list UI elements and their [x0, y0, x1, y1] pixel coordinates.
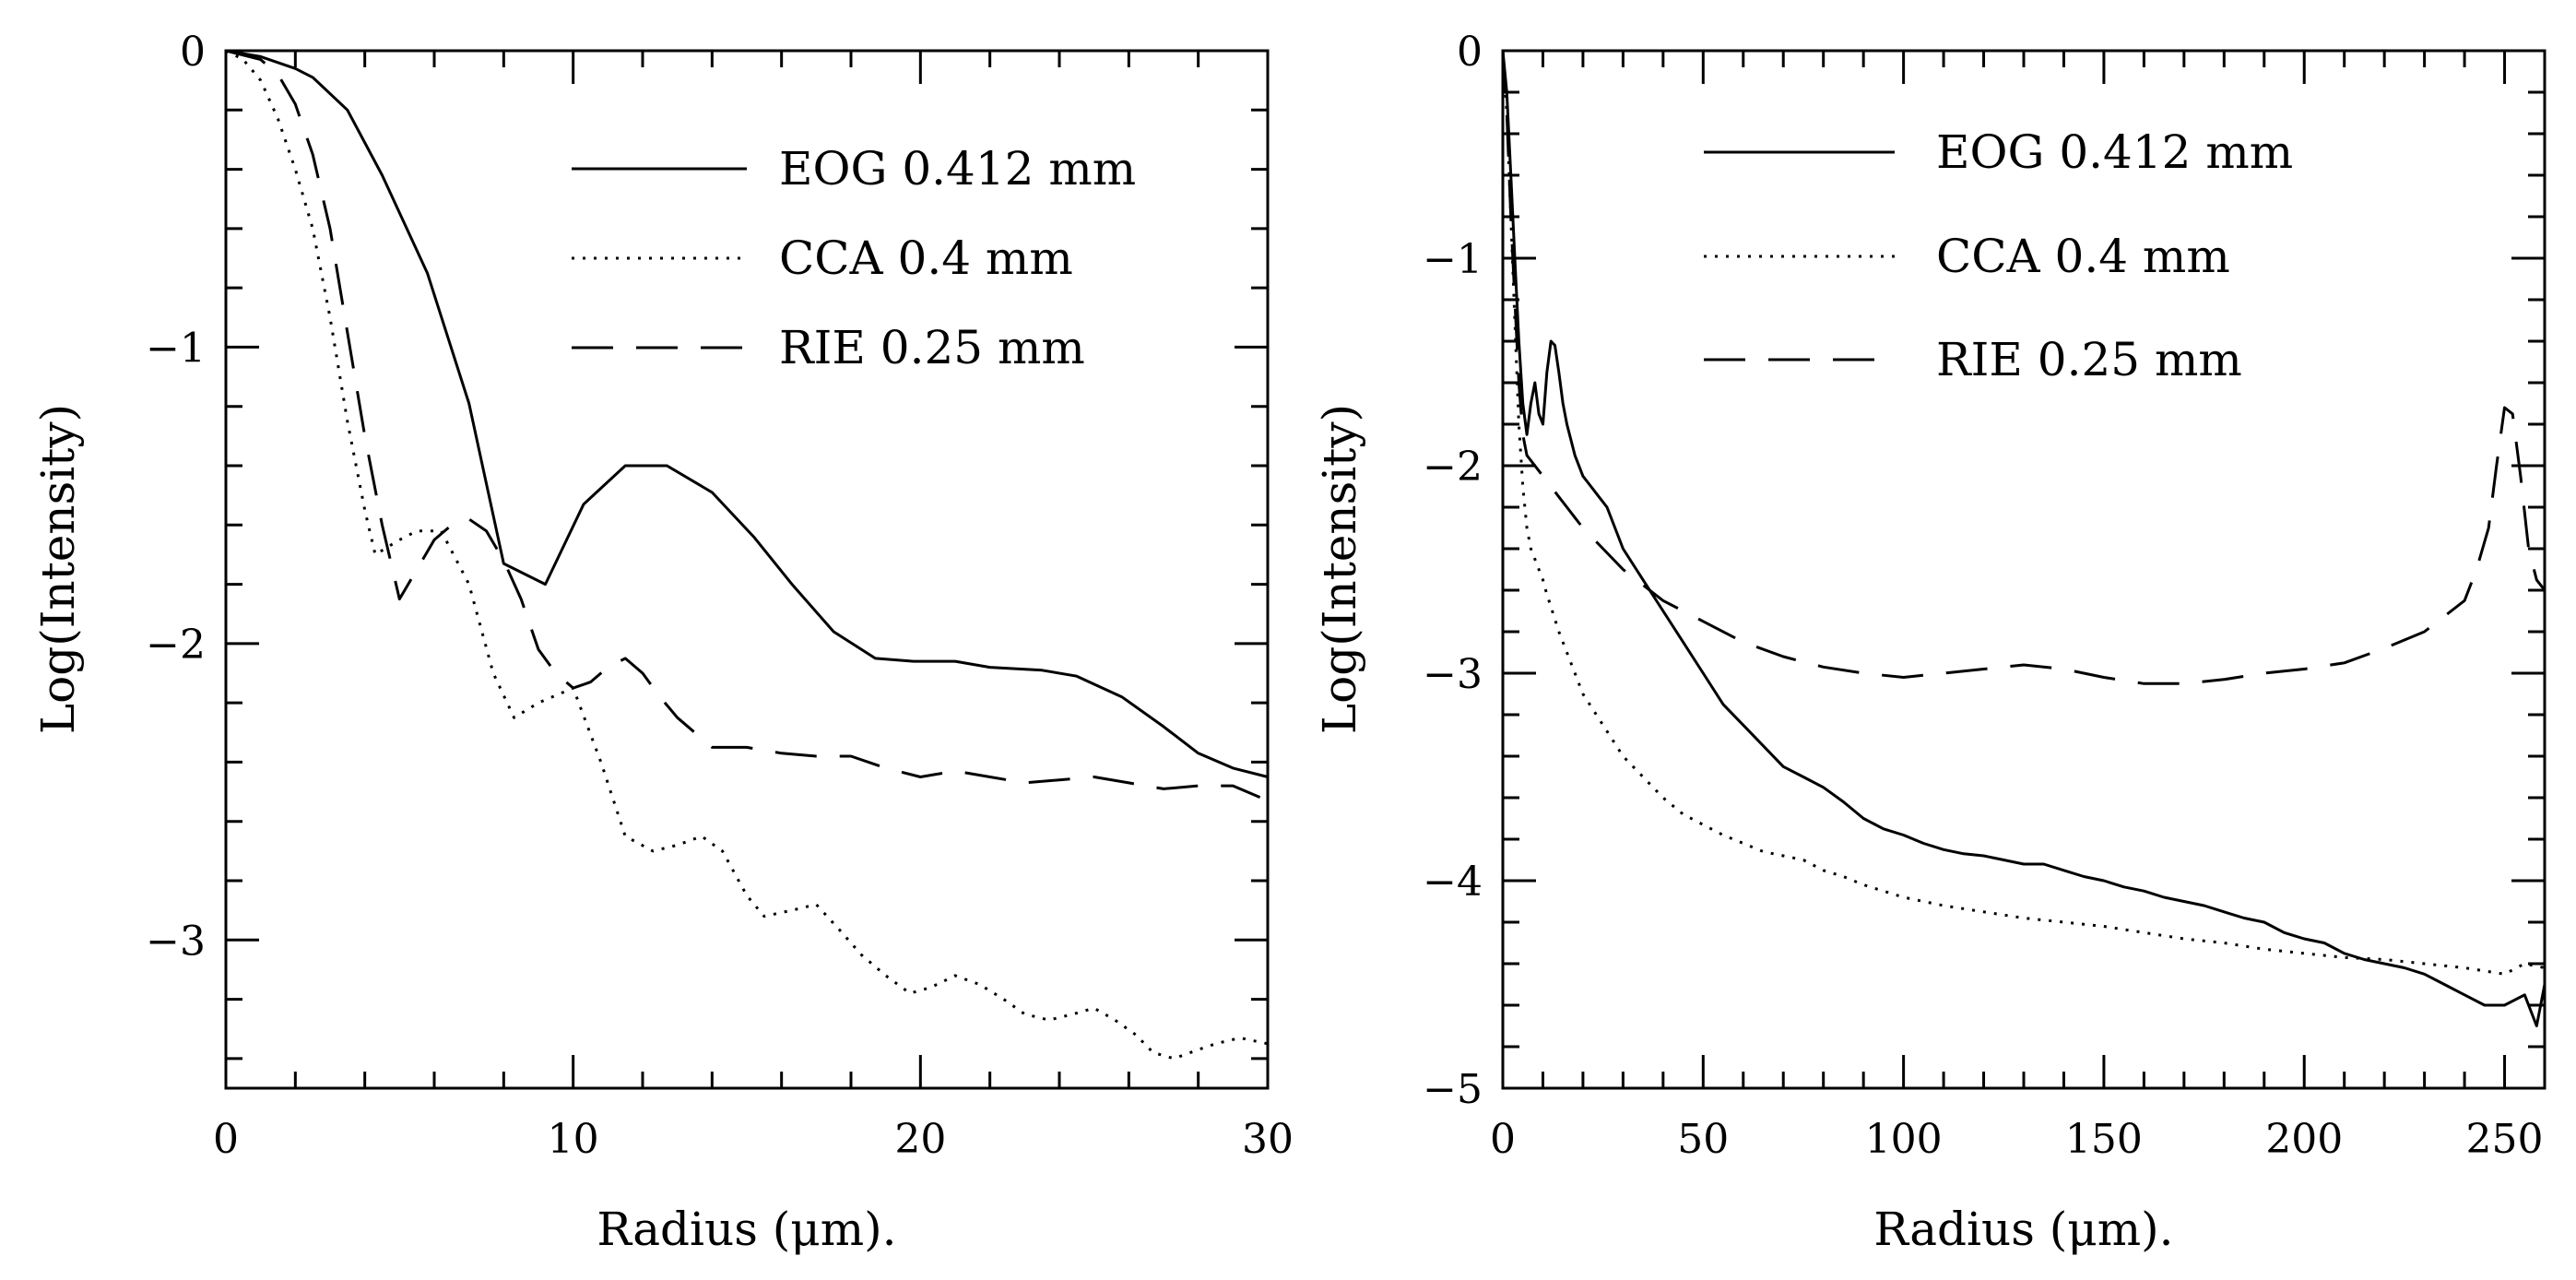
left-y-tick-label: −3: [146, 918, 206, 965]
left-x-tick-label: 10: [548, 1116, 599, 1163]
left-x-tick-label: 30: [1242, 1116, 1294, 1163]
right-y-tick-label: −4: [1423, 859, 1483, 906]
right-y-tick-label: −2: [1423, 444, 1483, 491]
left-legend: EOG 0.412 mm CCA 0.4 mm RIE 0.25 mm: [572, 142, 1136, 374]
left-plot-frame: [224, 49, 1270, 1090]
right-series-line-cca: [1501, 50, 2546, 976]
left-legend-label-cca: CCA 0.4 mm: [779, 231, 1073, 285]
left-y-tick-label: 0: [180, 29, 206, 76]
left-tick-labels: 0 10 20 30 0 −1 −2 −3: [146, 29, 1294, 1163]
right-series-line-eog: [1501, 50, 2546, 1027]
right-ticks: [1501, 49, 2546, 1090]
right-x-tick-label: 50: [1677, 1116, 1729, 1163]
left-legend-label-eog: EOG 0.412 mm: [779, 142, 1136, 196]
right-legend: EOG 0.412 mm CCA 0.4 mm RIE 0.25 mm: [1704, 125, 2293, 386]
right-y-tick-label: −3: [1423, 651, 1483, 698]
right-x-tick-label: 0: [1490, 1116, 1516, 1163]
right-series-line-rie: [1501, 50, 2546, 685]
left-y-tick-label: −1: [146, 325, 206, 372]
right-series-group: [1501, 50, 2546, 1027]
right-tick-labels: 0 50 100 150 200 250 0 −1 −2 −3 −4 −5: [1423, 29, 2543, 1163]
left-x-tick-label: 0: [213, 1116, 239, 1163]
right-x-tick-label: 250: [2466, 1116, 2544, 1163]
left-x-axis-label: Radius (μm).: [597, 1203, 896, 1256]
left-y-axis-label: Log(Intensity): [31, 404, 85, 734]
left-x-tick-label: 20: [894, 1116, 946, 1163]
right-legend-label-eog: EOG 0.412 mm: [1936, 125, 2293, 179]
right-x-tick-label: 150: [2065, 1116, 2143, 1163]
left-series-line-cca: [225, 49, 1269, 1061]
right-legend-label-cca: CCA 0.4 mm: [1936, 230, 2230, 283]
left-legend-label-rie: RIE 0.25 mm: [779, 321, 1085, 374]
left-ticks: [224, 49, 1270, 1088]
right-x-tick-label: 200: [2265, 1116, 2343, 1163]
right-y-axis-label: Log(Intensity): [1313, 404, 1366, 734]
right-y-tick-label: −1: [1423, 236, 1483, 283]
left-series-line-eog: [225, 49, 1269, 778]
right-x-tick-label: 100: [1865, 1116, 1943, 1163]
left-y-tick-label: −2: [146, 622, 206, 669]
right-plot-frame: [1501, 49, 2546, 1090]
left-series-group: [225, 49, 1269, 1061]
right-legend-label-rie: RIE 0.25 mm: [1936, 333, 2242, 386]
right-x-axis-label: Radius (μm).: [1873, 1203, 2173, 1256]
right-y-tick-label: −5: [1423, 1066, 1483, 1113]
left-panel: 0 10 20 30 0 −1 −2 −3 Radius (μm). Log(Intensit…: [31, 29, 1294, 1256]
right-y-tick-label: 0: [1457, 29, 1483, 76]
